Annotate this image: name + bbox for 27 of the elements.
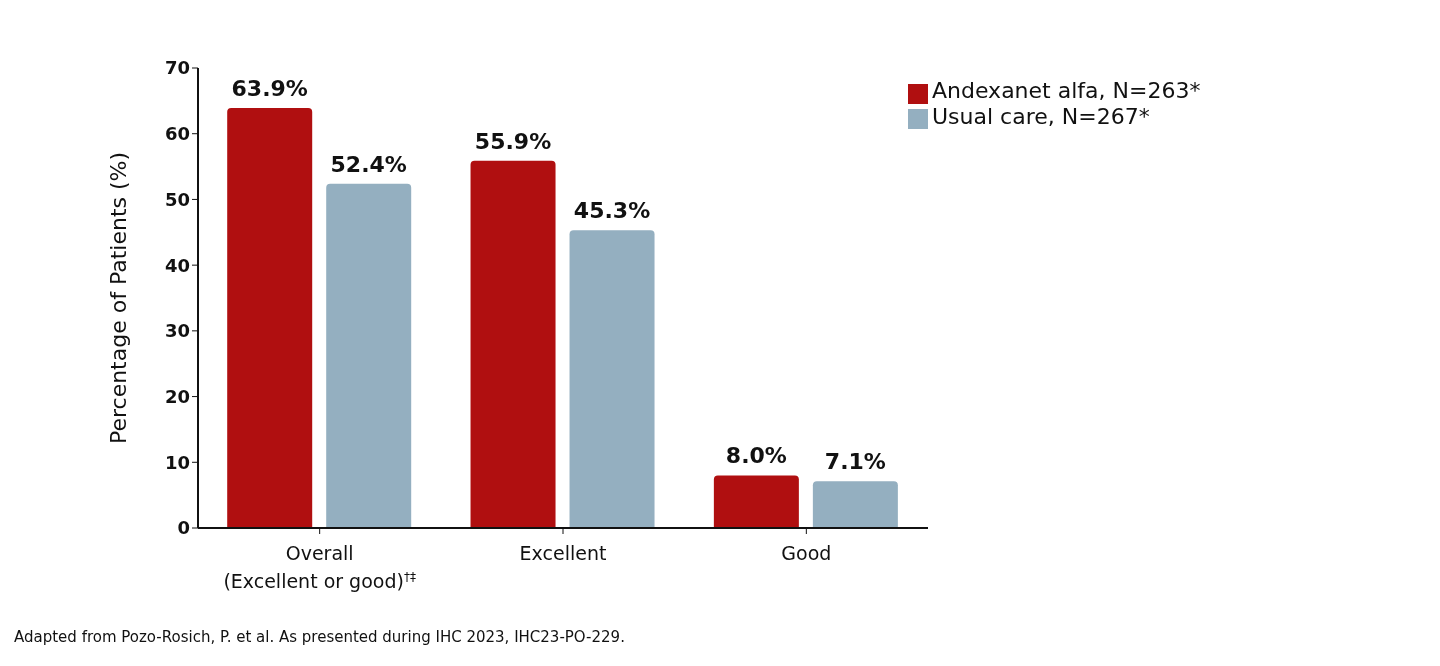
y-axis-title: Percentage of Patients (%) bbox=[105, 151, 131, 445]
data-label: 45.3% bbox=[573, 198, 651, 224]
data-label: 7.1% bbox=[824, 449, 886, 475]
text: Adapted from Pozo-Rosich, P. et al. As presented during IHC 2023, IHC23-PO-229. bbox=[14, 628, 626, 646]
x-tick-label: Excellent bbox=[519, 542, 607, 564]
y-tick-label: 40 bbox=[164, 254, 190, 276]
data-label: 63.9% bbox=[231, 76, 308, 102]
y-tick-label: 50 bbox=[164, 188, 190, 210]
legend-label: Andexanet alfa, N=263* bbox=[932, 78, 1201, 103]
x-tick-label: Overall (Excellent or good)$^{†‡}$ bbox=[223, 542, 416, 592]
legend-label: Usual care, N=267* bbox=[932, 103, 1150, 129]
data-label: 55.9% bbox=[474, 128, 552, 154]
x-tick-label: Good bbox=[781, 542, 832, 564]
bar bbox=[569, 230, 655, 528]
bar bbox=[326, 183, 412, 528]
y-tick-label: 30 bbox=[164, 320, 190, 342]
bar bbox=[227, 108, 313, 528]
bar bbox=[713, 475, 799, 528]
y-tick-label: 0 bbox=[177, 517, 190, 539]
y-tick-label: 10 bbox=[164, 451, 190, 473]
data-label: 8.0% bbox=[725, 443, 787, 469]
bar bbox=[812, 481, 898, 528]
y-tick-label: 20 bbox=[164, 385, 190, 407]
bar bbox=[470, 160, 556, 528]
y-tick-label: 70 bbox=[164, 57, 190, 79]
data-label: 52.4% bbox=[330, 151, 407, 177]
y-tick-label: 60 bbox=[164, 123, 190, 145]
